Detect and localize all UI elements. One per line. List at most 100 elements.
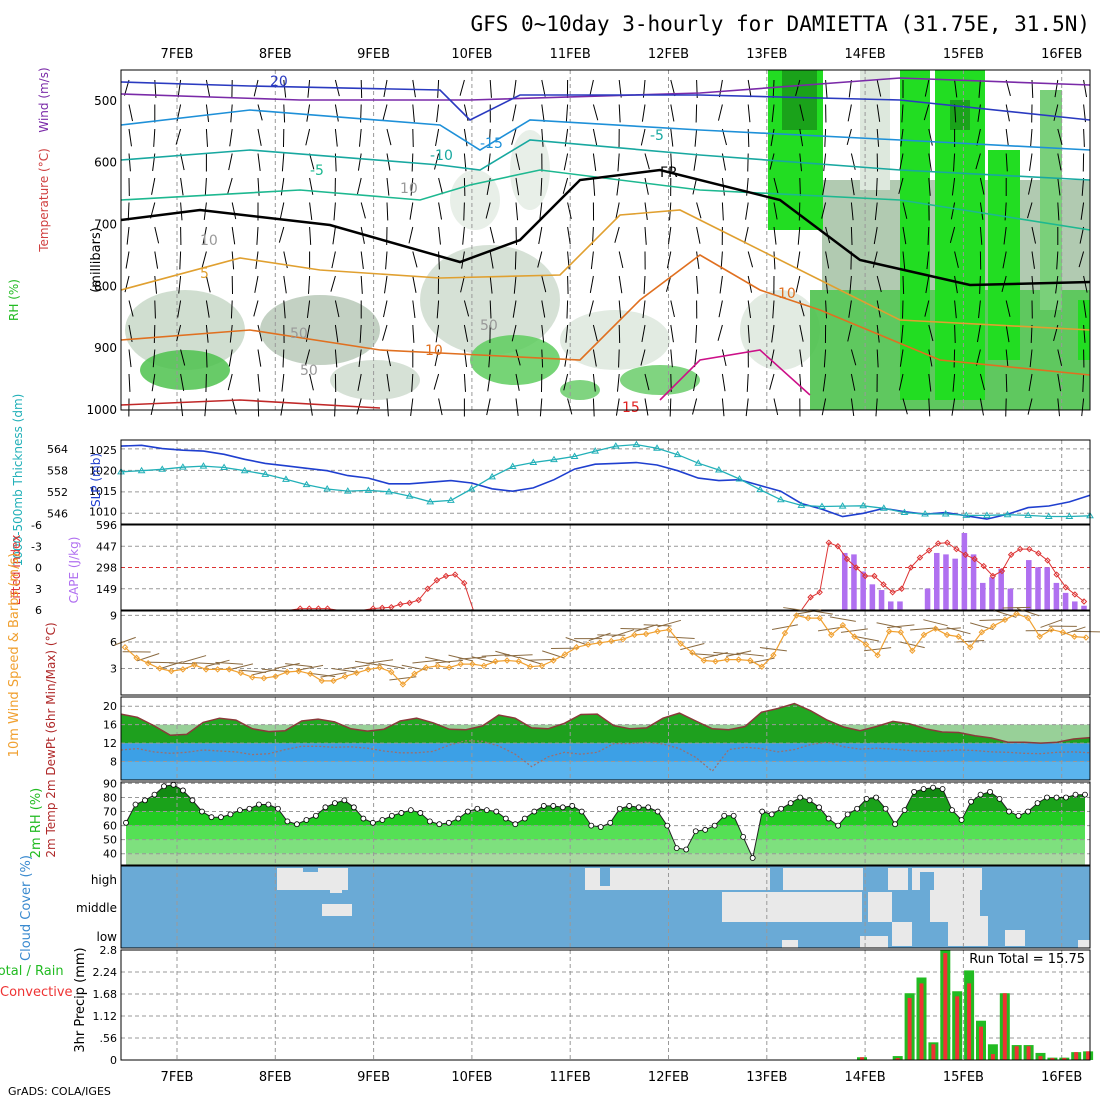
wind-barb: [489, 300, 492, 319]
precip-tick: 2.24: [93, 966, 118, 979]
wind-speed-marker: [330, 677, 337, 685]
surface-wind-barb: [435, 659, 463, 664]
wind-barb: [512, 104, 517, 122]
rh-marker: [379, 817, 386, 823]
wind-barb: [592, 128, 598, 146]
wind-speed-marker: [619, 636, 627, 643]
isotherm-label: -15: [480, 136, 503, 152]
slp-tick: 1020: [89, 465, 117, 478]
cloud-patch: [1078, 940, 1090, 948]
wind-barb: [438, 226, 441, 245]
rh-marker: [189, 797, 196, 804]
wind-barb: [205, 104, 210, 123]
surface-wind-barb: [887, 624, 915, 629]
rh-marker: [996, 795, 1003, 802]
wind-barb: [279, 202, 285, 220]
date-label-top: 13FEB: [746, 47, 787, 62]
wind-barb: [128, 104, 134, 122]
wind-barb: [823, 349, 827, 368]
wind-barb: [617, 153, 620, 172]
wind-barb: [825, 275, 829, 294]
lifted-index-marker: [1062, 584, 1069, 591]
isotherm-label: FR: [660, 165, 678, 181]
pressure-tick: 600: [94, 156, 117, 170]
rh-marker: [436, 821, 443, 828]
wind-barb: [1083, 275, 1088, 293]
wind-barb: [720, 251, 723, 270]
wind-barb: [386, 349, 392, 367]
wind-barb: [304, 349, 311, 366]
cape-bar: [841, 552, 848, 610]
surface-wind-barb: [611, 629, 635, 638]
wind-speed-marker: [550, 657, 557, 664]
isotherm-label: 50: [300, 363, 318, 379]
rh-band: [126, 853, 1085, 865]
wind-barb: [950, 202, 956, 220]
wind-barb: [541, 324, 545, 343]
thickness-marker: [570, 452, 579, 459]
wind-barb: [283, 300, 286, 319]
wind-barb: [330, 275, 336, 292]
precip-conv-bar: [967, 983, 972, 1060]
cloud-level-label: low: [97, 930, 118, 944]
lifted-index-marker: [971, 555, 978, 563]
cape-bar: [1072, 601, 1078, 610]
wind-barb: [590, 251, 594, 270]
wind-barb: [435, 128, 440, 147]
wind-barb: [205, 349, 208, 368]
wind-barb: [1083, 324, 1086, 343]
surface-wind-barb: [343, 664, 370, 670]
run-total-label: Run Total = 15.75: [969, 952, 1085, 967]
wind-barb: [1031, 226, 1037, 244]
surface-wind-barb: [471, 656, 497, 664]
wind-barb: [589, 79, 594, 97]
surface-wind-barb: [182, 655, 207, 663]
thickness-marker: [797, 501, 806, 508]
surface-wind-barb: [759, 647, 787, 652]
wind-barb: [589, 275, 594, 294]
wind-barb: [1029, 153, 1033, 171]
date-label-bottom: 10FEB: [451, 1070, 492, 1085]
surface-wind-barb: [946, 626, 971, 635]
wind-barb: [386, 202, 389, 221]
thickness-marker: [343, 487, 352, 494]
wind-barb: [201, 251, 207, 268]
thickness-marker: [735, 474, 744, 482]
wind-barb: [821, 202, 827, 219]
rh-marker: [588, 822, 595, 829]
wind-barb: [567, 202, 572, 220]
surface-wind-barb: [205, 659, 230, 668]
wind-barb: [618, 104, 621, 123]
wind-barb: [667, 226, 672, 245]
surface-wind-barb: [634, 624, 658, 632]
surface-wind-barb: [588, 632, 611, 642]
wind-speed-marker: [689, 649, 696, 656]
wind-barb: [175, 128, 182, 145]
rh-marker: [227, 811, 234, 818]
surface-wind-barb: [736, 652, 764, 657]
wind-speed-marker: [399, 681, 407, 688]
wind-barb: [899, 153, 904, 171]
rh-blob: [140, 350, 230, 390]
thickness-marker: [199, 462, 208, 469]
precip-total-bar: [987, 1044, 998, 1060]
wind-barb: [489, 251, 494, 269]
wind-barb: [898, 373, 904, 391]
wind-barb: [644, 202, 648, 220]
wind-barb: [770, 349, 775, 367]
wind-barb: [773, 226, 777, 245]
wind-speed-marker: [608, 637, 615, 645]
li-tick: -3: [31, 540, 42, 553]
wind-speed-marker: [747, 657, 754, 664]
wind-speed-marker: [631, 631, 638, 639]
rh-marker: [901, 807, 908, 814]
wind-barb: [822, 373, 827, 392]
thickness-marker: [240, 466, 249, 474]
wind-barb: [227, 177, 233, 194]
rh-column: [988, 150, 1020, 360]
thickness-marker: [550, 455, 558, 463]
surface-wind-barb: [228, 663, 254, 671]
rh-column: [782, 70, 817, 130]
isotherm: [120, 81, 1091, 121]
wind-speed-marker: [584, 641, 592, 648]
